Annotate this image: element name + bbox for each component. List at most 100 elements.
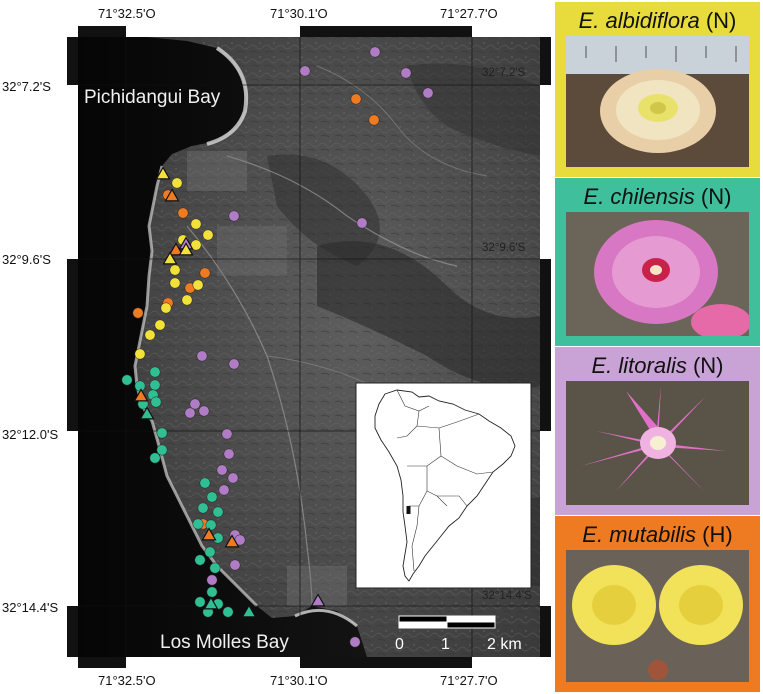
species-panel-chilensis: E. chilensis (N) xyxy=(555,178,760,346)
top-lon-label-1: 71°32.5'O xyxy=(98,6,156,21)
yellow-occurrence-marker xyxy=(202,229,214,241)
left-lat-label-3: 32°12.0'S xyxy=(2,427,59,442)
purple-occurrence-marker xyxy=(369,46,381,58)
teal-occurrence-marker xyxy=(192,518,204,530)
pichidangui-bay-label: Pichidangui Bay xyxy=(84,87,221,108)
teal-occurrence-marker xyxy=(149,379,161,391)
scale-bar xyxy=(398,615,496,629)
purple-occurrence-marker xyxy=(228,358,240,370)
orange-occurrence-marker xyxy=(368,114,380,126)
teal-occurrence-marker xyxy=(121,374,133,386)
teal-occurrence-marker xyxy=(149,452,161,464)
yellow-occurrence-marker xyxy=(181,294,193,306)
purple-occurrence-marker xyxy=(229,559,241,571)
purple-hybrid-triangle-marker xyxy=(310,593,326,607)
top-lon-label-2: 71°30.1'O xyxy=(270,6,328,21)
species-panel-mutabilis: E. mutabilis (H) xyxy=(555,516,760,692)
flower-photo-mutabilis xyxy=(566,550,749,682)
species-title-litoralis: E. litoralis (N) xyxy=(591,353,724,378)
teal-occurrence-marker xyxy=(194,554,206,566)
purple-occurrence-marker xyxy=(422,87,434,99)
yellow-occurrence-marker xyxy=(171,177,183,189)
inset-south-america-map xyxy=(355,382,532,589)
flower-photo-chilensis xyxy=(566,212,749,336)
yellow-hybrid-triangle-marker xyxy=(178,242,194,256)
purple-occurrence-marker xyxy=(228,210,240,222)
bottom-lon-label-2: 71°30.1'O xyxy=(270,673,328,688)
teal-occurrence-marker xyxy=(222,606,234,618)
purple-occurrence-marker xyxy=(223,448,235,460)
purple-occurrence-marker xyxy=(196,350,208,362)
purple-occurrence-marker xyxy=(400,67,412,79)
teal-occurrence-marker xyxy=(204,546,216,558)
species-panel-albidiflora: E. albidiflora (N) xyxy=(555,2,760,177)
orange-occurrence-marker xyxy=(177,207,189,219)
purple-occurrence-marker xyxy=(198,405,210,417)
yellow-occurrence-marker xyxy=(169,277,181,289)
teal-hybrid-triangle-marker xyxy=(203,596,219,610)
species-title-mutabilis: E. mutabilis (H) xyxy=(582,522,733,547)
satellite-map[interactable] xyxy=(67,26,551,668)
flower-photo-albidiflora xyxy=(566,36,749,167)
left-lat-label-4: 32°14.4'S xyxy=(2,600,59,615)
purple-occurrence-marker xyxy=(356,217,368,229)
purple-occurrence-marker xyxy=(206,574,218,586)
teal-occurrence-marker xyxy=(134,380,146,392)
scale-label-1: 1 xyxy=(441,636,450,653)
purple-occurrence-marker xyxy=(299,65,311,77)
orange-hybrid-triangle-marker xyxy=(133,388,149,402)
yellow-occurrence-marker xyxy=(160,302,172,314)
teal-hybrid-triangle-marker xyxy=(139,406,155,420)
teal-occurrence-marker xyxy=(156,427,168,439)
teal-occurrence-marker xyxy=(209,562,221,574)
bottom-lon-label-3: 71°27.7'O xyxy=(440,673,498,688)
left-lat-label-2: 32°9.6'S xyxy=(2,252,51,267)
orange-hybrid-triangle-marker xyxy=(168,242,184,256)
teal-occurrence-marker xyxy=(206,586,218,598)
teal-occurrence-marker xyxy=(199,477,211,489)
species-title-chilensis: E. chilensis (N) xyxy=(583,184,732,209)
purple-occurrence-marker xyxy=(218,484,230,496)
teal-occurrence-marker xyxy=(206,491,218,503)
yellow-occurrence-marker xyxy=(190,218,202,230)
yellow-occurrence-marker xyxy=(144,329,156,341)
orange-hybrid-triangle-marker xyxy=(224,534,240,548)
inner-lat-label-2: 32°9.6'S xyxy=(482,242,526,254)
scale-label-2km: 2 km xyxy=(487,636,522,653)
yellow-occurrence-marker xyxy=(169,264,181,276)
inner-lat-label-1: 32°7.2'S xyxy=(482,67,526,79)
yellow-occurrence-marker xyxy=(192,279,204,291)
yellow-hybrid-triangle-marker xyxy=(155,166,171,180)
orange-occurrence-marker xyxy=(132,307,144,319)
inner-lat-label-3: 32°14.4'S xyxy=(482,590,532,602)
teal-occurrence-marker xyxy=(194,596,206,608)
orange-hybrid-triangle-marker xyxy=(201,527,217,541)
yellow-occurrence-marker xyxy=(154,319,166,331)
top-lon-label-3: 71°27.7'O xyxy=(440,6,498,21)
teal-occurrence-marker xyxy=(205,519,217,531)
purple-occurrence-marker xyxy=(216,464,228,476)
teal-occurrence-marker xyxy=(197,502,209,514)
purple-occurrence-marker xyxy=(349,636,361,648)
species-panel-litoralis: E. litoralis (N) xyxy=(555,347,760,515)
yellow-hybrid-triangle-marker xyxy=(162,251,178,265)
purple-occurrence-marker xyxy=(221,428,233,440)
scale-label-0: 0 xyxy=(395,636,404,653)
left-lat-label-1: 32°7.2'S xyxy=(2,79,51,94)
teal-occurrence-marker xyxy=(150,396,162,408)
purple-occurrence-marker xyxy=(227,472,239,484)
purple-occurrence-marker xyxy=(189,398,201,410)
orange-hybrid-triangle-marker xyxy=(164,188,180,202)
los-molles-bay-label: Los Molles Bay xyxy=(160,632,289,653)
purple-occurrence-marker xyxy=(184,407,196,419)
teal-hybrid-triangle-marker xyxy=(241,604,257,618)
teal-occurrence-marker xyxy=(212,506,224,518)
flower-photo-litoralis xyxy=(566,381,749,505)
orange-occurrence-marker xyxy=(350,93,362,105)
teal-occurrence-marker xyxy=(149,366,161,378)
yellow-occurrence-marker xyxy=(134,348,146,360)
teal-occurrence-marker xyxy=(156,444,168,456)
species-title-albidiflora: E. albidiflora (N) xyxy=(578,8,737,33)
bottom-lon-label-1: 71°32.5'O xyxy=(98,673,156,688)
